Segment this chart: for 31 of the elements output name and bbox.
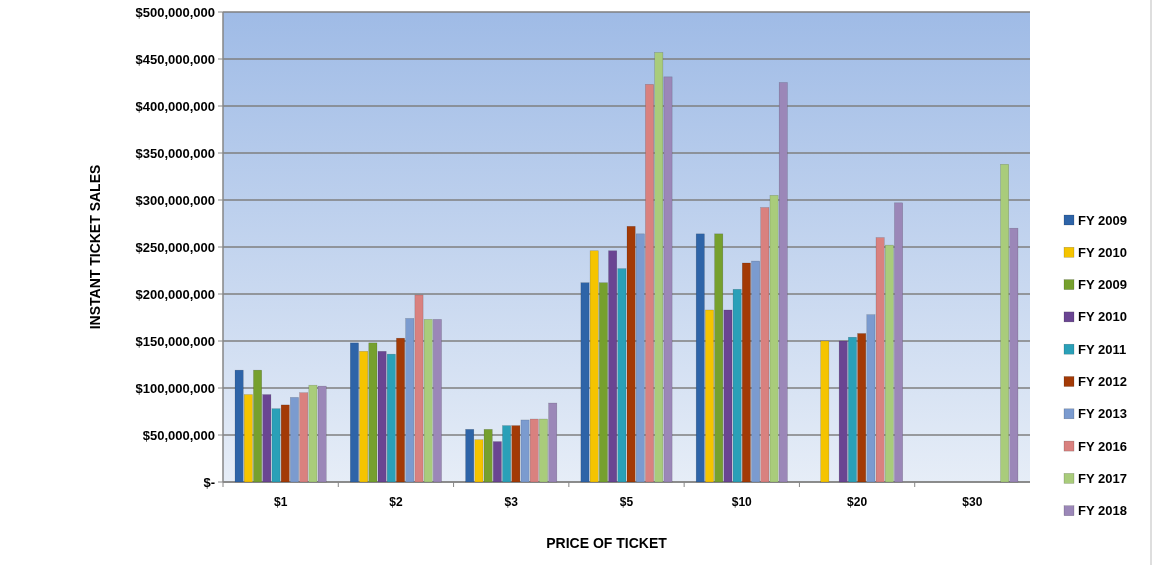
legend-label: FY 2009 <box>1078 212 1127 228</box>
legend-label: FY 2011 <box>1078 341 1127 357</box>
y-tick-label: $400,000,000 <box>135 98 215 114</box>
y-tick-label: $100,000,000 <box>135 380 215 396</box>
y-tick-label: $450,000,000 <box>135 51 215 67</box>
y-tick-label: $50,000,000 <box>142 427 215 443</box>
y-tick-label: $150,000,000 <box>135 333 215 349</box>
x-tick-label: $1 <box>273 495 288 509</box>
legend-label: FY 2012 <box>1078 374 1127 390</box>
x-tick-label: $3 <box>504 495 519 509</box>
x-tick-label: $5 <box>619 495 634 509</box>
y-axis-title: INSTANT TICKET SALES <box>87 164 103 330</box>
y-tick-label: $350,000,000 <box>135 145 215 161</box>
x-tick-label: $2 <box>389 495 403 509</box>
legend-label: FY 2010 <box>1078 244 1127 260</box>
y-tick-label: $250,000,000 <box>135 239 215 255</box>
y-tick-label: $- <box>203 474 215 490</box>
legend-label: FY 2010 <box>1078 309 1127 325</box>
bar <box>820 340 830 483</box>
legend-label: FY 2018 <box>1078 503 1127 519</box>
x-tick-label: $30 <box>962 495 983 509</box>
x-tick-label: $20 <box>847 495 868 509</box>
legend-label: FY 2016 <box>1078 438 1127 454</box>
x-tick-label: $10 <box>731 495 753 509</box>
y-tick-label: $300,000,000 <box>135 192 215 208</box>
x-axis-title: PRICE OF TICKET <box>546 535 668 551</box>
y-tick-label: $200,000,000 <box>135 286 215 302</box>
legend-label: FY 2009 <box>1078 277 1127 293</box>
y-tick-label: $500,000,000 <box>135 4 215 20</box>
legend-label: FY 2013 <box>1078 406 1127 422</box>
legend-label: FY 2017 <box>1078 470 1127 486</box>
